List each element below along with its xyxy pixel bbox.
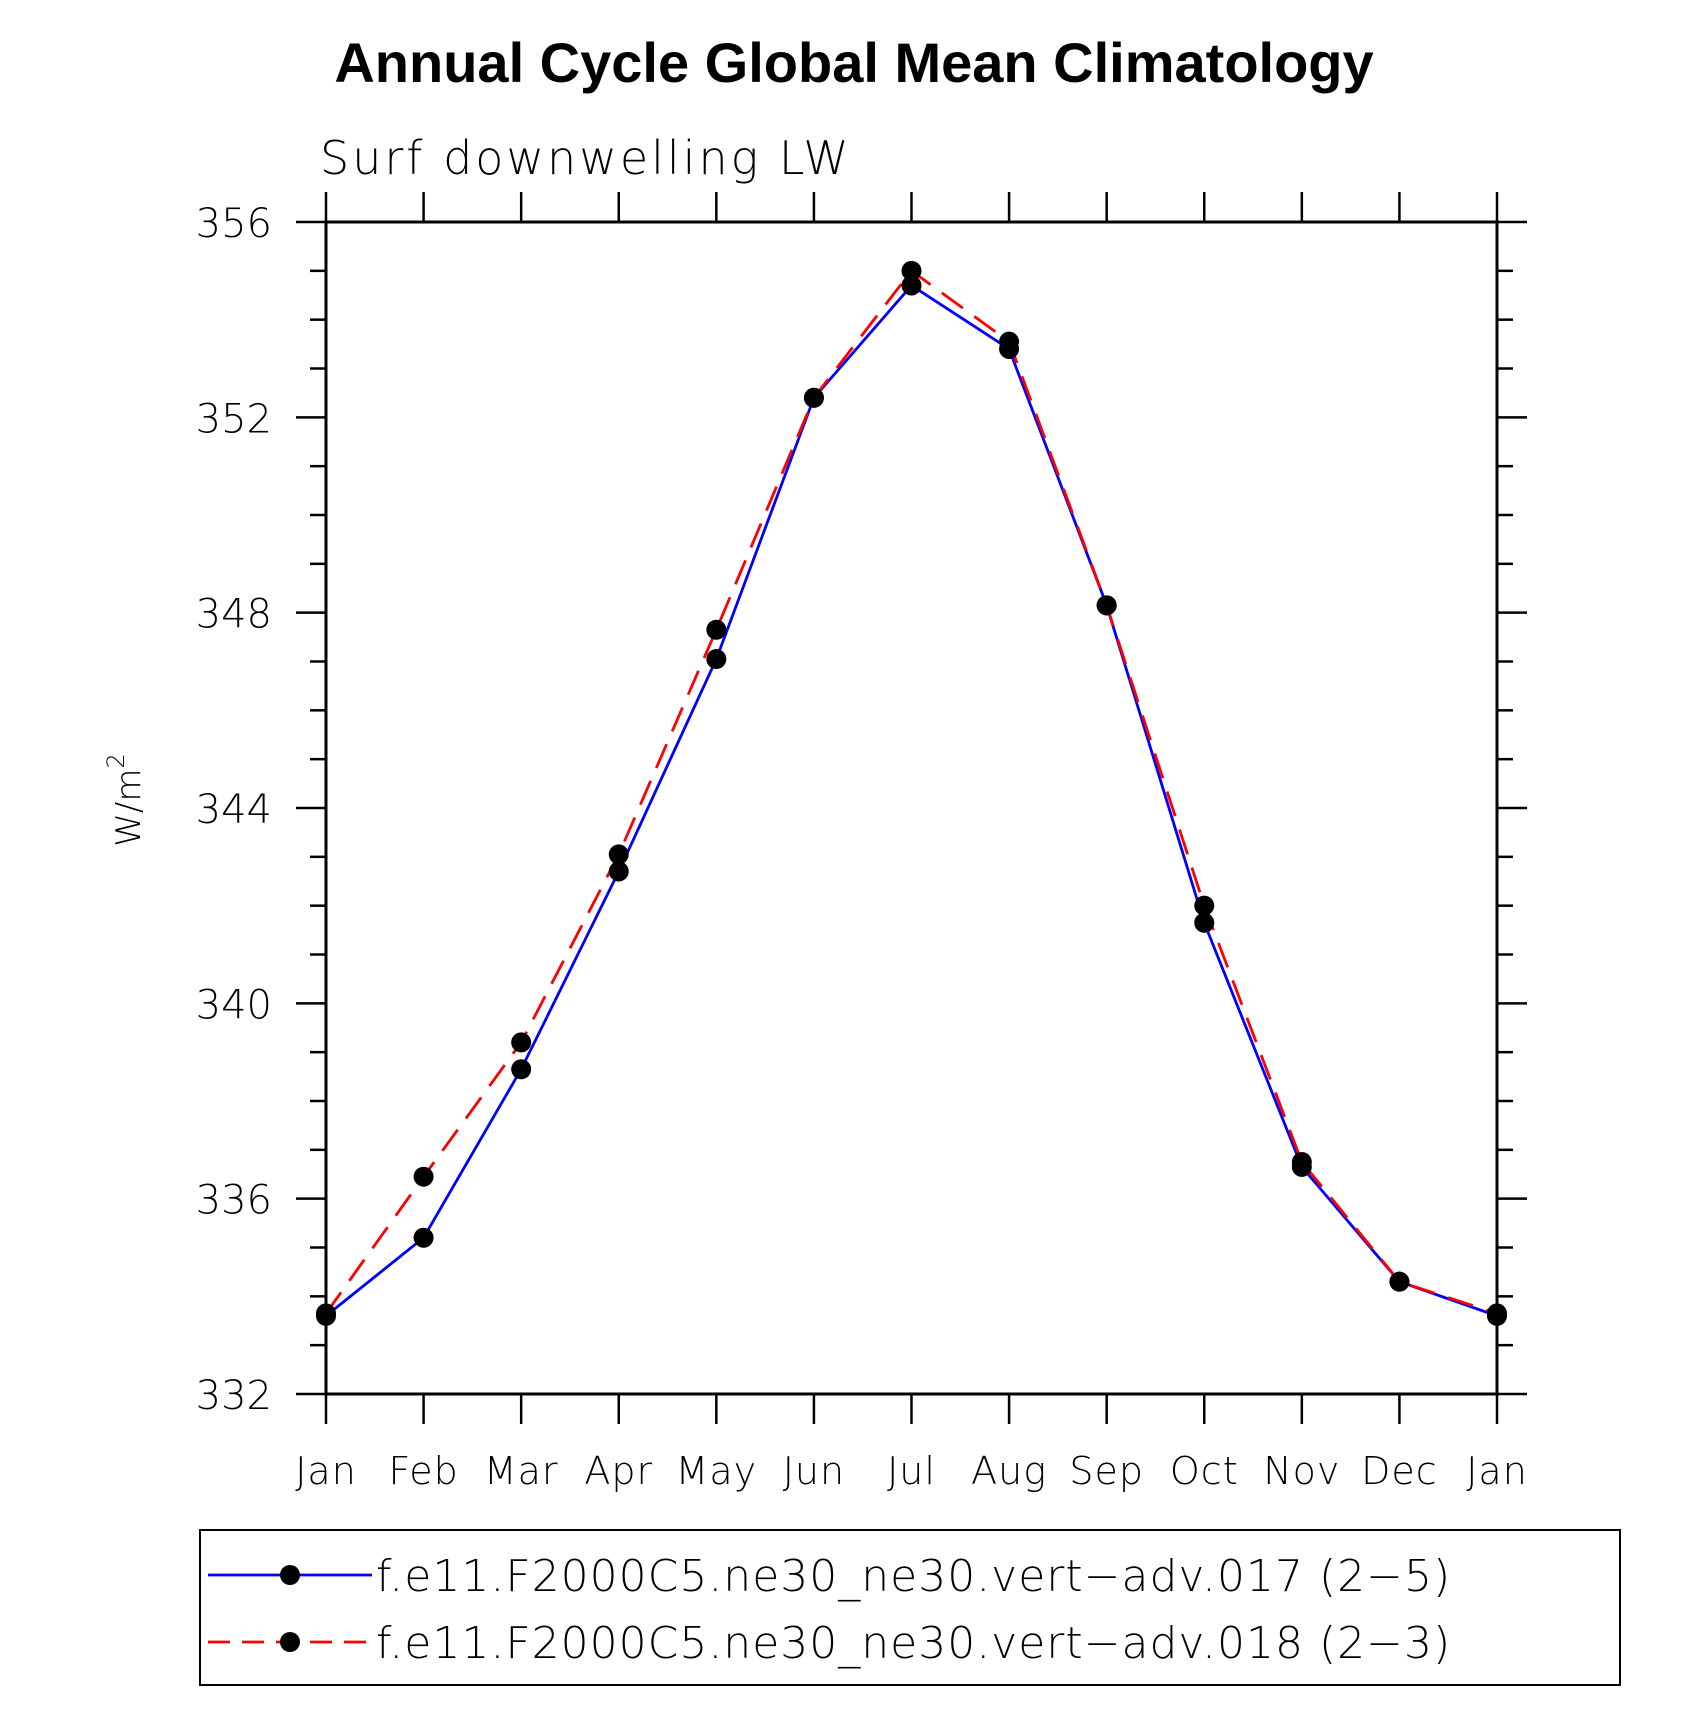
x-tick-label: Aug: [971, 1449, 1047, 1493]
series-1-point: [1194, 912, 1215, 933]
y-axis-unit-superscript: 2: [102, 753, 130, 768]
legend-label-1: f.e11.F2000C5.ne30_ne30.vert−adv.017 (2−…: [376, 1551, 1451, 1602]
x-tick-label: Jul: [887, 1449, 936, 1493]
y-axis-title-group: W/m2: [102, 753, 149, 846]
series-2-point: [1291, 1152, 1312, 1173]
legend-box: [199, 1529, 1621, 1686]
y-tick-label: 352: [196, 396, 272, 442]
series-line-2: [324, 268, 1498, 1315]
chart-title: Annual Cycle Global Mean Climatology: [334, 31, 1373, 94]
x-tick-label: Dec: [1361, 1449, 1438, 1493]
chart-subtitle: Surf downwelling LW: [320, 131, 852, 185]
y-axis-title: W/m2: [102, 753, 149, 846]
series-2-point: [706, 619, 727, 640]
series-1-point: [511, 1059, 532, 1080]
series-2-point: [608, 844, 629, 865]
y-tick-label: 356: [196, 201, 272, 247]
x-tick-label: Sep: [1069, 1449, 1144, 1493]
series-lines: [316, 260, 1507, 1326]
legend-marker-1: [280, 1565, 300, 1585]
series-1-point: [706, 649, 727, 670]
series-2-point: [1194, 895, 1215, 916]
y-tick-label: 344: [196, 787, 272, 833]
x-tick-label: Apr: [584, 1449, 653, 1493]
legend-label-2: f.e11.F2000C5.ne30_ne30.vert−adv.018 (2−…: [376, 1618, 1451, 1669]
x-tick-label: May: [676, 1449, 758, 1493]
series-2-point: [413, 1166, 434, 1187]
axes: 332 336 340 344 348 352 356 Jan Feb Mar Apr May Jun J…: [196, 192, 1528, 1493]
x-tick-label: Mar: [484, 1449, 559, 1493]
series-2-point: [1389, 1271, 1410, 1292]
series-2-point: [803, 387, 824, 408]
series-1-point: [901, 275, 922, 296]
series-2-point: [1096, 595, 1117, 616]
series-2-point: [901, 260, 922, 281]
x-tick-label: Nov: [1263, 1449, 1340, 1493]
legend: f.e11.F2000C5.ne30_ne30.vert−adv.017 (2−…: [199, 1529, 1621, 1686]
y-tick-label: 348: [196, 592, 272, 638]
x-tick-label: Oct: [1170, 1449, 1239, 1493]
y-tick-label: 336: [196, 1178, 272, 1224]
x-tick-label: Jan: [295, 1449, 357, 1493]
series-1-point: [413, 1227, 434, 1248]
y-tick-label: 340: [196, 982, 272, 1028]
series-2-point: [1487, 1303, 1507, 1324]
series-line-1: [325, 283, 1498, 1318]
x-tick-label: Jan: [1466, 1449, 1528, 1493]
series-2-point: [316, 1303, 336, 1324]
series-2-point: [999, 331, 1020, 352]
legend-marker-2: [280, 1632, 300, 1652]
y-axis-unit: W/m: [109, 769, 149, 847]
x-tick-label: Jun: [783, 1449, 845, 1493]
x-tick-label: Feb: [388, 1449, 458, 1493]
plot-frame: [324, 220, 1499, 1396]
y-tick-label: 332: [196, 1373, 272, 1419]
series-2-point: [511, 1032, 532, 1053]
series-1-point: [608, 861, 629, 882]
